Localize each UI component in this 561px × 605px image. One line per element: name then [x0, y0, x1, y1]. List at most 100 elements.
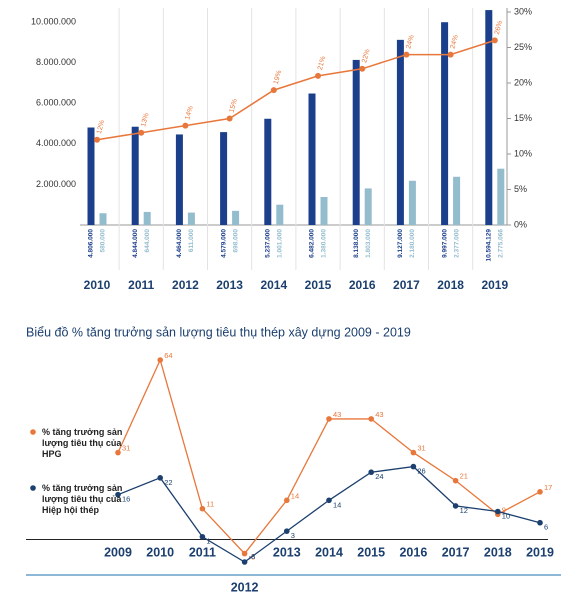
bar-value-label: 2.775.066 — [498, 229, 505, 258]
bar — [485, 10, 493, 225]
y2-tick-label: 20% — [514, 77, 532, 87]
line-value-label: 24% — [450, 34, 460, 49]
line-point — [359, 65, 366, 72]
bar-value-label: 580.000 — [100, 229, 107, 253]
x-tick-label: 2015 — [305, 278, 332, 292]
x-tick-label: 2017 — [442, 545, 470, 559]
bar — [187, 212, 195, 225]
bar-value-label: 4.464.000 — [176, 229, 183, 258]
line-value-label: 24% — [405, 34, 415, 49]
line-point — [537, 519, 543, 526]
y2-tick-label: 0% — [514, 219, 527, 229]
bar — [497, 168, 505, 225]
line-point — [94, 136, 100, 143]
line-point — [115, 491, 121, 498]
y2-tick-label: 10% — [514, 148, 532, 158]
bar-value-label: 6.482.000 — [309, 229, 316, 258]
bar-value-label: 5.237.000 — [265, 229, 272, 258]
x-tick-label: 2019 — [526, 545, 554, 559]
x-tick-label: 2010 — [146, 545, 174, 559]
line-point — [495, 508, 501, 515]
line — [96, 39, 496, 141]
y-tick-label: 8.000.000 — [36, 57, 76, 67]
data-label: 31 — [122, 444, 130, 453]
x-tick-label: 2016 — [399, 545, 427, 559]
bar — [175, 134, 183, 225]
bar-value-label: 1.380.000 — [321, 229, 328, 258]
bar-value-label: 698.000 — [232, 229, 239, 253]
data-label: 3 — [291, 531, 295, 540]
y2-tick-label: 5% — [514, 184, 527, 194]
bar-value-label: 4.844.000 — [132, 229, 139, 258]
line-point — [157, 475, 163, 481]
data-label: 24 — [375, 472, 383, 481]
line-point — [138, 129, 145, 136]
data-label: 43 — [333, 410, 341, 419]
line-value-label: 22% — [361, 48, 371, 63]
x-tick-label: 2015 — [357, 545, 385, 559]
line-point — [241, 559, 248, 565]
bar-value-label: 9.997.000 — [441, 229, 448, 258]
chart-title: Biểu đồ % tăng trưởng sản lượng tiêu thụ… — [26, 325, 411, 339]
data-label: 17 — [544, 483, 552, 492]
y-tick-label: 4.000.000 — [36, 138, 76, 148]
x-tick-label: 2012 — [172, 278, 199, 292]
line-point — [368, 469, 375, 476]
x-tick-label: 2013 — [273, 545, 301, 559]
x-tick-label: 2011 — [128, 278, 154, 292]
line-point — [182, 122, 189, 129]
line-point — [491, 37, 498, 44]
bar — [408, 180, 416, 225]
legend-label: % tăng trưởng sản lượng tiêu thụ của Hiệ… — [42, 483, 123, 515]
bar — [320, 197, 328, 225]
bar — [453, 176, 461, 225]
data-label: 22 — [164, 478, 172, 487]
line-point — [537, 489, 543, 495]
bar-value-label: 1.803.000 — [365, 229, 372, 258]
line-point — [410, 463, 417, 470]
line-point — [270, 87, 277, 94]
x-tick-label: 2014 — [315, 545, 343, 559]
bar-value-label: 4.579.000 — [220, 229, 227, 258]
line-point — [199, 505, 206, 512]
data-label: 21 — [460, 472, 468, 481]
line-value-label: 15% — [229, 98, 239, 113]
bar — [308, 93, 316, 226]
bar — [264, 118, 272, 225]
bar — [220, 132, 228, 225]
legend-label: % tăng trưởng sản lượng tiêu thụ của HPG — [42, 427, 123, 459]
data-label: 1 — [206, 537, 210, 546]
bar-value-label: 644.000 — [144, 229, 151, 253]
bar — [276, 204, 284, 225]
line-point — [284, 528, 290, 534]
data-label: 26 — [417, 467, 425, 476]
y2-tick-label: 15% — [514, 113, 532, 123]
x-tick-label: 2019 — [481, 278, 508, 292]
data-label: 16 — [122, 495, 130, 504]
legend-marker — [30, 485, 36, 491]
x-tick-label: 2018 — [437, 278, 464, 292]
data-label: 10 — [502, 511, 510, 520]
y2-tick-label: 30% — [514, 6, 532, 16]
line — [117, 358, 541, 555]
x-tick-label: 2010 — [84, 278, 111, 292]
bar — [441, 22, 449, 225]
bar — [352, 59, 360, 225]
line-value-label: 14% — [184, 105, 194, 120]
bar-value-label: 1.001.000 — [277, 229, 284, 258]
y-tick-label: 6.000.000 — [36, 98, 76, 108]
data-label: -8 — [249, 552, 256, 561]
line-point — [284, 497, 290, 504]
data-label: 14 — [291, 491, 299, 500]
y-tick-label: 10.000.000 — [31, 17, 76, 27]
data-label: 9 — [502, 505, 506, 514]
line-point — [368, 416, 375, 422]
line-value-label: 12% — [96, 119, 106, 134]
bar-value-label: 2.377.000 — [453, 229, 460, 258]
line-point — [403, 51, 410, 58]
x-tick-label: 2014 — [260, 278, 287, 292]
data-label: 31 — [417, 444, 425, 453]
x-tick-label: 2018 — [484, 545, 512, 559]
